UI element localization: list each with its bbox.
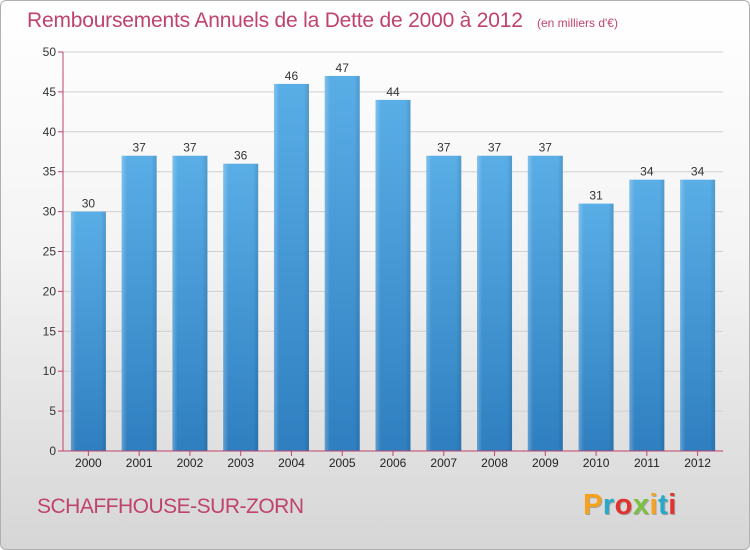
x-tick-label: 2011 [634, 456, 660, 470]
logo-letter: P [583, 489, 603, 521]
y-tick-label: 50 [43, 45, 57, 59]
bar-shading [680, 179, 716, 451]
bar-shading [70, 211, 106, 451]
bar-value-label: 37 [488, 141, 502, 155]
x-tick-label: 2005 [329, 456, 356, 470]
x-tick-label: 2002 [177, 456, 204, 470]
bar-shading [172, 155, 208, 452]
logo-letter: t [658, 489, 669, 521]
bar-shading [477, 155, 513, 452]
bar-value-label: 46 [285, 69, 299, 83]
commune-name: SCHAFFHOUSE-SUR-ZORN [37, 495, 304, 518]
bar-shading [223, 163, 259, 451]
x-tick-label: 2010 [583, 456, 610, 470]
bar-value-label: 31 [589, 189, 603, 203]
x-tick-label: 2007 [430, 456, 457, 470]
bar-value-label: 36 [234, 149, 248, 163]
bar-shading [629, 179, 665, 451]
bar-value-label: 30 [82, 197, 96, 211]
chart-subtitle: (en milliers d'€) [537, 16, 618, 30]
bar-value-label: 47 [336, 61, 350, 75]
x-tick-label: 2000 [75, 456, 102, 470]
y-tick-label: 30 [43, 205, 57, 219]
logo-letter: r [602, 489, 615, 521]
y-tick-label: 10 [43, 364, 57, 378]
y-tick-label: 20 [43, 284, 57, 298]
x-tick-label: 2003 [227, 456, 254, 470]
bar-value-label: 37 [132, 141, 146, 155]
bar-value-label: 37 [437, 141, 451, 155]
bar-value-label: 34 [640, 165, 654, 179]
x-tick-label: 2001 [126, 456, 153, 470]
bar-shading [121, 155, 157, 452]
logo-letter: i [668, 489, 677, 521]
bar-shading [578, 203, 614, 451]
proxiti-logo[interactable]: Proxiti [583, 489, 677, 522]
y-tick-label: 25 [43, 245, 57, 259]
bar-value-label: 37 [539, 141, 553, 155]
logo-letter: x [632, 489, 650, 521]
bar-shading [527, 155, 563, 452]
chart-title: Remboursements Annuels de la Dette de 20… [27, 9, 523, 32]
bar-value-label: 37 [183, 141, 197, 155]
logo-letter: i [649, 489, 659, 521]
y-tick-label: 40 [43, 125, 57, 139]
y-tick-label: 35 [43, 165, 57, 179]
x-tick-label: 2012 [684, 456, 711, 470]
x-tick-label: 2004 [278, 456, 305, 470]
y-tick-label: 45 [43, 85, 57, 99]
logo-letter: o [614, 489, 633, 521]
bar-shading [375, 99, 411, 451]
bar-value-label: 34 [691, 165, 705, 179]
bar-shading [324, 75, 360, 451]
x-tick-label: 2006 [380, 456, 407, 470]
y-tick-label: 0 [49, 444, 56, 458]
y-tick-label: 15 [43, 324, 57, 338]
bar-shading [426, 155, 462, 452]
x-tick-label: 2008 [481, 456, 508, 470]
y-tick-label: 5 [49, 404, 56, 418]
bar-value-label: 44 [386, 85, 400, 99]
x-tick-label: 2009 [532, 456, 559, 470]
bar-shading [273, 83, 309, 452]
